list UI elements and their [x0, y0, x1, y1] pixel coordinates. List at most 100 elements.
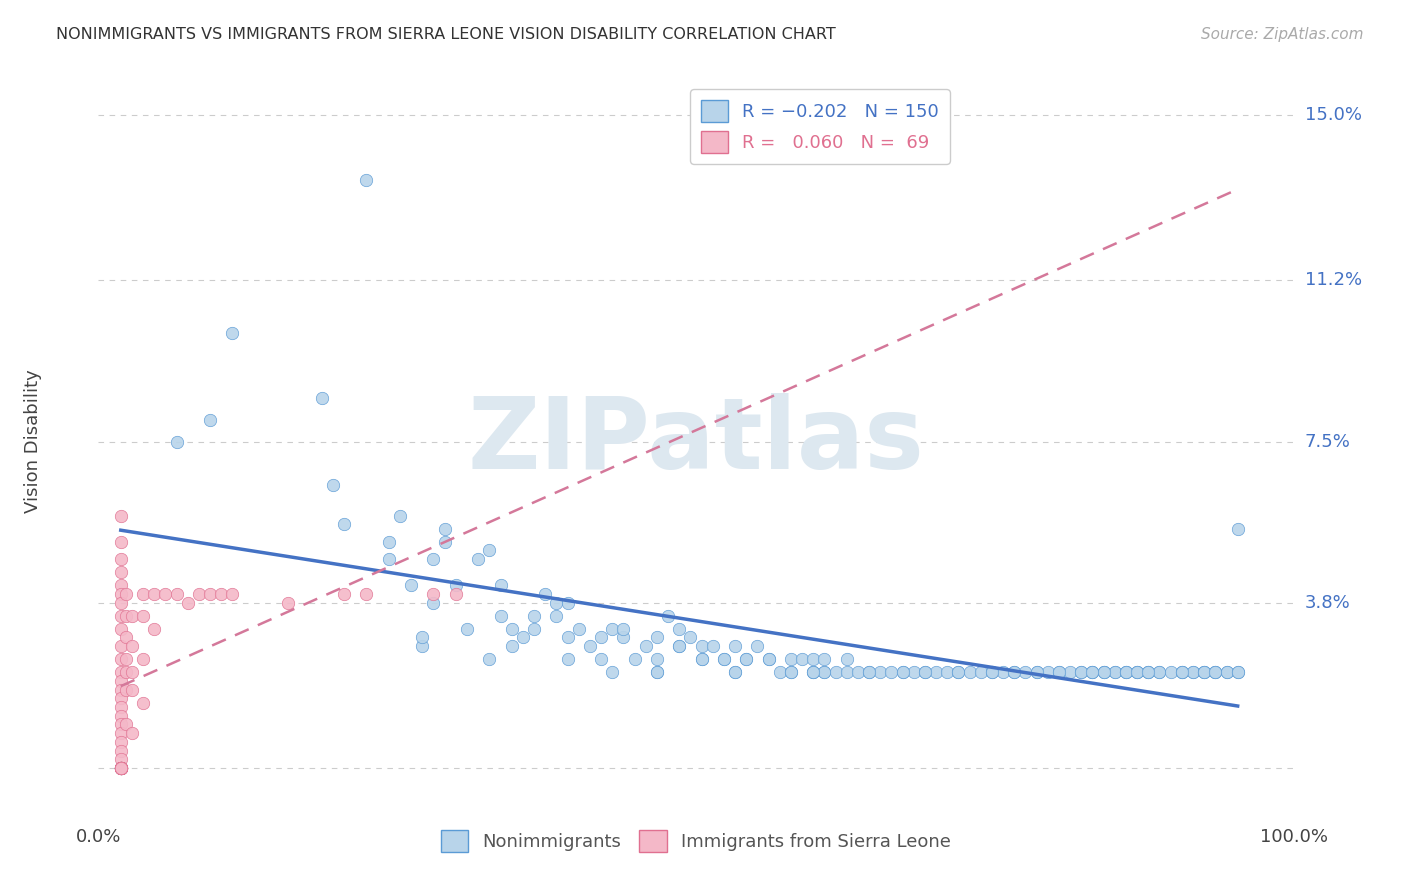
- Point: [1226, 665, 1249, 680]
- Point: [110, 761, 132, 775]
- Point: [115, 608, 138, 623]
- Point: [1104, 665, 1126, 680]
- Point: [612, 631, 634, 645]
- Point: [1059, 665, 1081, 680]
- Point: [713, 652, 735, 666]
- Point: [209, 587, 232, 601]
- Point: [411, 631, 433, 645]
- Point: [970, 665, 993, 680]
- Point: [600, 622, 623, 636]
- Point: [399, 578, 422, 592]
- Point: [758, 652, 780, 666]
- Point: [1014, 665, 1036, 680]
- Point: [277, 596, 299, 610]
- Point: [589, 631, 612, 645]
- Point: [846, 665, 869, 680]
- Point: [110, 761, 132, 775]
- Point: [546, 596, 568, 610]
- Point: [914, 665, 936, 680]
- Point: [936, 665, 959, 680]
- Point: [858, 665, 880, 680]
- Point: [780, 665, 803, 680]
- Point: [690, 639, 713, 653]
- Point: [121, 665, 143, 680]
- Point: [110, 735, 132, 749]
- Point: [801, 665, 824, 680]
- Point: [132, 696, 155, 710]
- Point: [914, 665, 936, 680]
- Point: [110, 761, 132, 775]
- Point: [1149, 665, 1171, 680]
- Point: [1002, 665, 1025, 680]
- Point: [110, 761, 132, 775]
- Point: [1182, 665, 1205, 680]
- Point: [801, 665, 824, 680]
- Point: [110, 691, 132, 706]
- Point: [110, 761, 132, 775]
- Point: [1081, 665, 1104, 680]
- Point: [110, 665, 132, 680]
- Point: [478, 543, 501, 558]
- Point: [1115, 665, 1137, 680]
- Text: Source: ZipAtlas.com: Source: ZipAtlas.com: [1201, 27, 1364, 42]
- Point: [110, 761, 132, 775]
- Point: [322, 478, 344, 492]
- Point: [143, 622, 166, 636]
- Point: [948, 665, 970, 680]
- Point: [433, 522, 456, 536]
- Point: [110, 761, 132, 775]
- Point: [903, 665, 925, 680]
- Point: [668, 639, 690, 653]
- Point: [333, 517, 356, 532]
- Point: [1081, 665, 1104, 680]
- Point: [1182, 665, 1205, 680]
- Point: [110, 761, 132, 775]
- Point: [110, 596, 132, 610]
- Point: [679, 631, 702, 645]
- Point: [132, 652, 155, 666]
- Point: [1171, 665, 1194, 680]
- Point: [110, 726, 132, 740]
- Text: NONIMMIGRANTS VS IMMIGRANTS FROM SIERRA LEONE VISION DISABILITY CORRELATION CHAR: NONIMMIGRANTS VS IMMIGRANTS FROM SIERRA …: [56, 27, 837, 42]
- Point: [411, 639, 433, 653]
- Point: [166, 434, 188, 449]
- Point: [121, 608, 143, 623]
- Point: [523, 608, 546, 623]
- Point: [110, 673, 132, 688]
- Point: [121, 726, 143, 740]
- Point: [110, 682, 132, 697]
- Point: [925, 665, 948, 680]
- Point: [1092, 665, 1115, 680]
- Text: 11.2%: 11.2%: [1305, 271, 1362, 290]
- Point: [422, 587, 444, 601]
- Point: [115, 587, 138, 601]
- Point: [422, 552, 444, 566]
- Point: [523, 622, 546, 636]
- Point: [1092, 665, 1115, 680]
- Point: [422, 596, 444, 610]
- Point: [724, 665, 747, 680]
- Point: [110, 708, 132, 723]
- Point: [801, 652, 824, 666]
- Point: [110, 639, 132, 653]
- Text: 7.5%: 7.5%: [1305, 433, 1351, 450]
- Point: [813, 652, 835, 666]
- Point: [758, 652, 780, 666]
- Point: [780, 665, 803, 680]
- Point: [747, 639, 769, 653]
- Point: [110, 534, 132, 549]
- Point: [813, 665, 835, 680]
- Point: [356, 173, 378, 187]
- Point: [132, 587, 155, 601]
- Legend: Nonimmigrants, Immigrants from Sierra Leone: Nonimmigrants, Immigrants from Sierra Le…: [434, 822, 957, 859]
- Text: Vision Disability: Vision Disability: [24, 369, 42, 514]
- Point: [456, 622, 478, 636]
- Point: [634, 639, 657, 653]
- Point: [959, 665, 981, 680]
- Point: [378, 552, 401, 566]
- Point: [1047, 665, 1070, 680]
- Point: [1171, 665, 1194, 680]
- Point: [835, 652, 858, 666]
- Point: [645, 652, 668, 666]
- Point: [1149, 665, 1171, 680]
